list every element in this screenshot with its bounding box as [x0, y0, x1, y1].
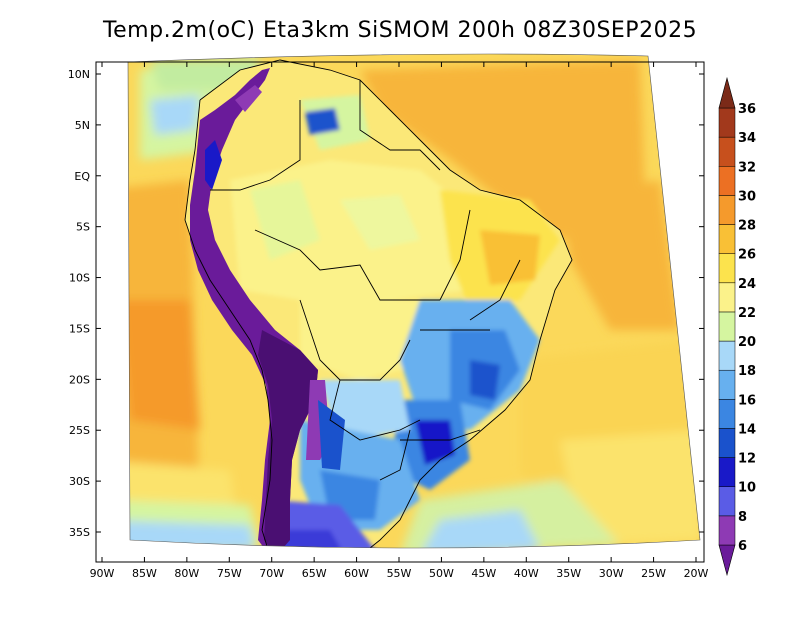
colorbar-label: 16 — [738, 393, 756, 408]
lon-label: 65W — [302, 567, 327, 580]
colorbar-label: 24 — [738, 277, 756, 292]
lon-label: 45W — [471, 567, 496, 580]
colorbar-label: 14 — [738, 422, 756, 437]
colorbar-label: 20 — [738, 335, 756, 350]
lon-label: 25W — [641, 567, 666, 580]
colorbar-swatch — [718, 515, 736, 546]
colorbar-swatch — [718, 195, 736, 225]
colorbar-label: 30 — [738, 189, 756, 204]
colorbar-swatch — [718, 282, 736, 313]
lat-label: 15S — [69, 322, 90, 335]
map-title: Temp.2m(oC) Eta3km SiSMOM 200h 08Z30SEP2… — [102, 18, 698, 43]
colorbar: 6 8 10 12 14 16 18 20 22 24 26 28 30 32 34 36 — [718, 76, 756, 577]
colorbar-swatch — [718, 253, 736, 284]
lon-label: 90W — [90, 567, 115, 580]
latitude-axis: 10N 5N EQ 5S 10S 15S 20S 25S 30S 35S — [68, 68, 704, 539]
lat-label: 10S — [69, 272, 90, 285]
colorbar-label: 28 — [738, 219, 756, 234]
lon-label: 75W — [217, 567, 242, 580]
colorbar-label: 36 — [738, 102, 756, 117]
lon-label: 80W — [174, 567, 199, 580]
colorbar-swatch — [718, 486, 736, 517]
colorbar-arrow-high — [718, 76, 736, 109]
lon-label: 60W — [344, 567, 369, 580]
colorbar-swatch — [718, 166, 736, 196]
lon-label: 35W — [556, 567, 581, 580]
colorbar-arrow-low — [718, 544, 736, 577]
temperature-field — [128, 54, 700, 548]
colorbar-swatch — [718, 224, 736, 254]
lon-label: 40W — [514, 567, 539, 580]
colorbar-label: 34 — [738, 131, 756, 146]
colorbar-swatch — [718, 457, 736, 487]
country-borders — [184, 59, 573, 548]
colorbar-label: 8 — [738, 510, 747, 525]
colorbar-label: 12 — [738, 452, 756, 467]
colorbar-label: 32 — [738, 160, 756, 175]
lat-label: 10N — [68, 68, 90, 81]
lat-label: 5N — [75, 119, 90, 132]
colorbar-swatch — [718, 340, 736, 371]
lat-label: 35S — [69, 526, 90, 539]
lat-label: 25S — [69, 424, 90, 437]
lon-label: 20W — [684, 567, 709, 580]
lon-label: 30W — [599, 567, 624, 580]
lon-label: 70W — [259, 567, 284, 580]
lat-label: 20S — [69, 373, 90, 386]
colorbar-swatch — [718, 136, 736, 167]
longitude-axis: 90W 85W 80W 75W 70W 65W 60W 55W 50W 45W 40W 35W 30W 2… — [90, 62, 709, 580]
lat-label: 5S — [76, 221, 90, 234]
colorbar-swatch — [718, 311, 736, 342]
map-outline — [127, 53, 701, 549]
colorbar-label: 22 — [738, 306, 756, 321]
colorbar-swatch — [718, 369, 736, 400]
plot-frame — [95, 61, 705, 563]
lat-label: EQ — [74, 170, 90, 183]
colorbar-label: 6 — [738, 539, 747, 554]
colorbar-label: 18 — [738, 364, 756, 379]
colorbar-swatch — [718, 107, 736, 138]
lon-label: 85W — [132, 567, 157, 580]
colorbar-label: 26 — [738, 248, 756, 263]
lon-label: 50W — [429, 567, 454, 580]
colorbar-swatch — [718, 428, 736, 458]
lat-label: 30S — [69, 475, 90, 488]
colorbar-swatch — [718, 399, 736, 429]
colorbar-label: 10 — [738, 481, 756, 496]
lon-label: 55W — [387, 567, 412, 580]
